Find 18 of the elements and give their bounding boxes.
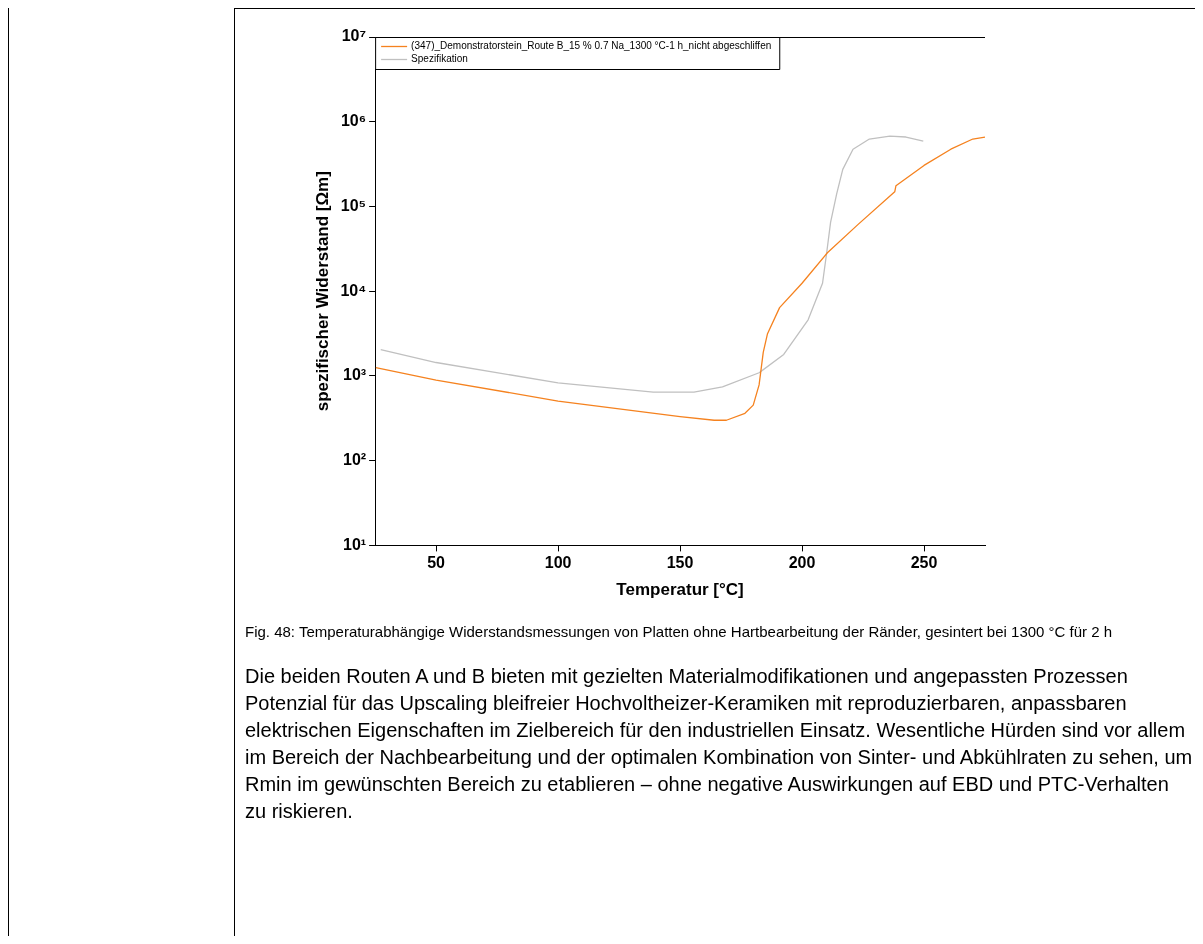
y-axis-title: spezifischer Widerstand [Ωm] <box>312 171 332 412</box>
text: Die beiden Routen A und B bieten mit gezielten Materialmodifikationen und angepassten Prozessen Potenzial für das Upscaling bleifreier Hochvoltheizer-Keramiken mit reproduzierbaren, anpassbaren elektrischen Eigenschaften im Zielbereich für den industriellen Einsatz. Wesentliche Hürden sind vor allem im Bereich der Nachbearbeitung und der optimalen Kombination von Sinter- und Abkühlraten zu sehen, um Rmin im gewünschten Bereich zu etablieren – ohne negative Auswirkungen auf EBD und PTC-Verhalten zu riskieren. <box>245 664 1194 824</box>
y-tick-label: 10⁷ <box>341 27 367 45</box>
x-tick-label: 100 <box>544 554 572 572</box>
x-tick-label: 250 <box>910 554 938 572</box>
x-tick-label: 200 <box>788 554 816 572</box>
y-tick-label: 10¹ <box>342 535 367 553</box>
y-tick-label: 10³ <box>342 366 367 384</box>
y-tick-label: 10⁶ <box>340 112 367 130</box>
caption: Fig. 48: Temperaturabhängige Widerstandsmessungen von Platten ohne Hartbearbeitung der Ränder, gesintert bei 1300 °C für 2 h <box>245 622 1114 642</box>
y-tick-label: 10² <box>342 451 367 469</box>
legend-label: (347)_Demonstratorstein_Route B_15 % 0.7 Na_1300 °C-1 h_nicht abgeschliffen <box>411 40 772 52</box>
y-tick-label: 10⁵ <box>340 196 367 214</box>
x-tick-label: 50 <box>427 554 446 572</box>
x-axis-title: Temperatur [°C] <box>616 580 744 600</box>
y-tick-label: 10⁴ <box>340 281 367 299</box>
x-tick-label: 150 <box>666 554 694 572</box>
legend-label: Spezifikation <box>411 53 468 65</box>
